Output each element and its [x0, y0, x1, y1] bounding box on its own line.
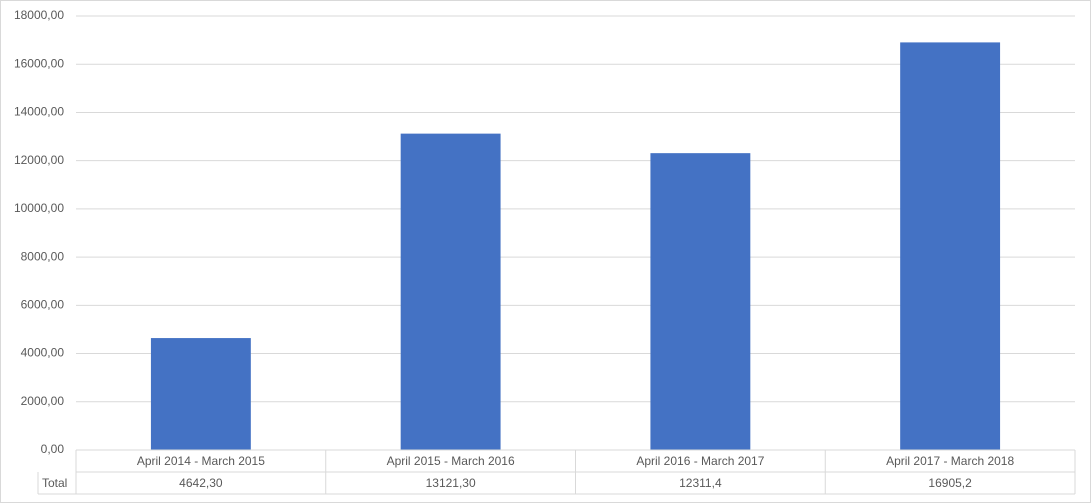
bar	[650, 153, 751, 451]
y-tick-label: 6000,00	[21, 298, 65, 312]
bar	[400, 133, 501, 451]
y-tick-label: 8000,00	[21, 249, 65, 263]
data-table-value: 16905,2	[928, 476, 972, 490]
x-tick-label: April 2015 - March 2016	[387, 454, 515, 468]
data-table-value: 4642,30	[179, 476, 223, 490]
x-tick-label: April 2017 - March 2018	[886, 454, 1014, 468]
y-tick-label: 14000,00	[14, 105, 64, 119]
y-tick-label: 10000,00	[14, 201, 64, 215]
data-table-value: 12311,4	[679, 476, 722, 490]
x-tick-label: April 2014 - March 2015	[137, 454, 265, 468]
y-tick-label: 18000,00	[14, 8, 64, 22]
y-tick-label: 16000,00	[14, 56, 64, 70]
bar	[150, 338, 251, 450]
y-tick-label: 0,00	[41, 442, 65, 456]
x-tick-label: April 2016 - March 2017	[636, 454, 764, 468]
y-tick-label: 12000,00	[14, 153, 64, 167]
data-table-value: 13121,30	[426, 476, 476, 490]
bar	[900, 42, 1001, 450]
y-tick-label: 2000,00	[21, 394, 65, 408]
legend-label: Total	[42, 476, 67, 490]
y-tick-label: 4000,00	[21, 346, 65, 360]
